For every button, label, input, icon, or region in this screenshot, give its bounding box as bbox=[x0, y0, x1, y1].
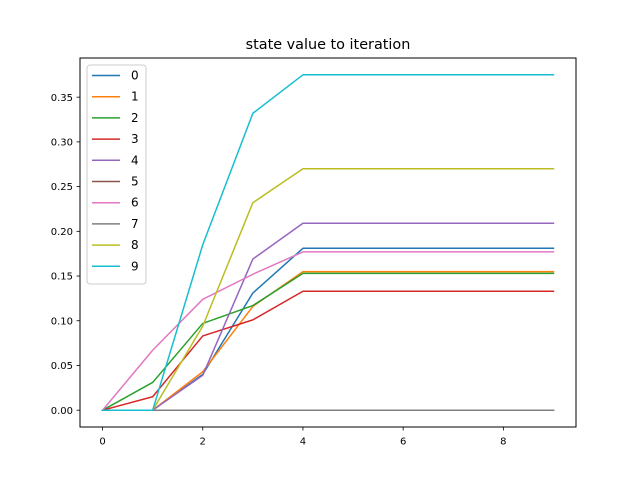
chart-title: state value to iteration bbox=[246, 37, 411, 53]
series-line-8 bbox=[101, 167, 555, 411]
x-tick-label: 4 bbox=[300, 437, 306, 448]
series-line-1 bbox=[101, 270, 555, 411]
legend-box bbox=[86, 64, 147, 285]
series-lines bbox=[101, 74, 555, 412]
legend-label: 6 bbox=[131, 196, 139, 210]
x-tick-label: 2 bbox=[200, 437, 206, 448]
x-tick-label: 0 bbox=[99, 437, 105, 448]
legend-label: 1 bbox=[131, 90, 139, 104]
series-line-3 bbox=[101, 290, 555, 412]
x-axis: 0 2 4 6 8 bbox=[99, 427, 507, 448]
y-axis: 0.00 0.05 0.10 0.15 0.20 0.25 0.30 0.35 bbox=[51, 93, 80, 417]
series-line-9 bbox=[101, 74, 555, 411]
legend-label: 5 bbox=[131, 175, 139, 189]
y-tick-label: 0.25 bbox=[51, 182, 73, 193]
y-tick-label: 0.15 bbox=[51, 272, 73, 283]
legend-label: 8 bbox=[131, 238, 139, 252]
y-tick-label: 0.35 bbox=[51, 93, 73, 104]
legend-label: 0 bbox=[131, 69, 139, 83]
y-tick-label: 0.10 bbox=[51, 316, 73, 327]
x-tick-label: 8 bbox=[500, 437, 506, 448]
y-tick-label: 0.05 bbox=[51, 361, 73, 372]
legend-label: 9 bbox=[131, 259, 139, 273]
series-line-4 bbox=[101, 222, 555, 411]
legend-label: 2 bbox=[131, 111, 139, 125]
x-tick-label: 6 bbox=[400, 437, 406, 448]
legend-label: 7 bbox=[131, 217, 139, 231]
y-tick-label: 0.30 bbox=[51, 137, 73, 148]
y-tick-label: 0.20 bbox=[51, 227, 73, 238]
series-line-6 bbox=[101, 251, 555, 412]
legend-label: 4 bbox=[131, 153, 139, 167]
y-tick-label: 0.00 bbox=[51, 406, 73, 417]
plot-area-frame bbox=[79, 57, 577, 428]
legend: 0 1 2 3 4 5 6 7 8 9 bbox=[86, 64, 147, 285]
series-line-2 bbox=[101, 272, 555, 412]
legend-label: 3 bbox=[131, 132, 139, 146]
